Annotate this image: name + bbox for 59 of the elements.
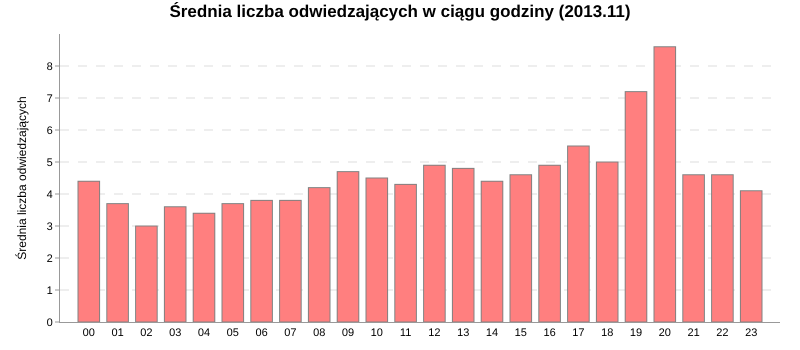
y-tick-label: 6 [46,124,53,137]
chart-title: Średnia liczba odwiedzających w ciągu godziny (2013.11) [169,1,631,22]
bar [336,171,360,322]
y-tick-label: 4 [46,188,53,201]
bar [682,174,705,322]
x-tick-label: 01 [111,327,124,340]
bar [567,146,590,322]
y-tick-label: 8 [46,60,53,73]
bar [624,91,648,322]
x-tick-label: 19 [630,327,642,340]
y-tick-label: 5 [46,156,53,169]
x-tick-label: 16 [543,327,556,340]
x-tick-label: 17 [572,327,585,340]
bar [279,200,302,322]
x-tick-label: 18 [601,327,614,340]
x-tick-label: 13 [457,327,470,340]
y-tick-label: 7 [46,92,53,105]
bar [452,168,474,322]
x-tick-label: 08 [313,327,326,340]
bar [538,164,561,322]
bar [164,206,186,322]
bar [654,46,676,322]
bar [222,203,244,322]
x-tick-label: 14 [486,327,498,340]
x-tick-label: 20 [658,327,671,340]
bar [135,226,158,322]
y-tick-label: 2 [46,252,53,265]
bar [740,190,762,322]
y-tick-label: 1 [46,284,53,297]
bar [78,180,100,322]
x-tick-label: 09 [342,327,354,340]
bar [106,203,129,322]
x-tick-label: 10 [370,327,383,340]
x-tick-label: 21 [687,327,700,340]
x-tick-label: 23 [745,327,758,340]
bar [711,174,734,322]
bar [366,178,388,322]
x-tick-label: 11 [400,327,412,340]
bar [192,212,216,322]
x-tick-label: 03 [169,327,182,340]
x-tick-label: 12 [428,327,441,340]
x-tick-label: 22 [716,327,729,340]
bar [480,180,504,322]
y-tick-label: 0 [46,316,53,329]
bar [510,174,532,322]
x-tick-label: 05 [226,327,239,340]
bar [250,200,273,322]
bar [394,184,417,322]
y-axis-title: Średnia liczba odwiedzających [15,96,29,260]
y-tick-label: 3 [46,220,53,233]
x-tick-label: 15 [514,327,527,340]
x-tick-label: 07 [284,327,297,340]
bar [308,187,330,322]
x-tick-label: 04 [198,327,210,340]
bar [423,164,446,322]
x-tick-label: 02 [140,327,153,340]
bar [596,162,618,322]
x-tick-label: 00 [82,327,95,340]
x-tick-label: 06 [255,327,268,340]
